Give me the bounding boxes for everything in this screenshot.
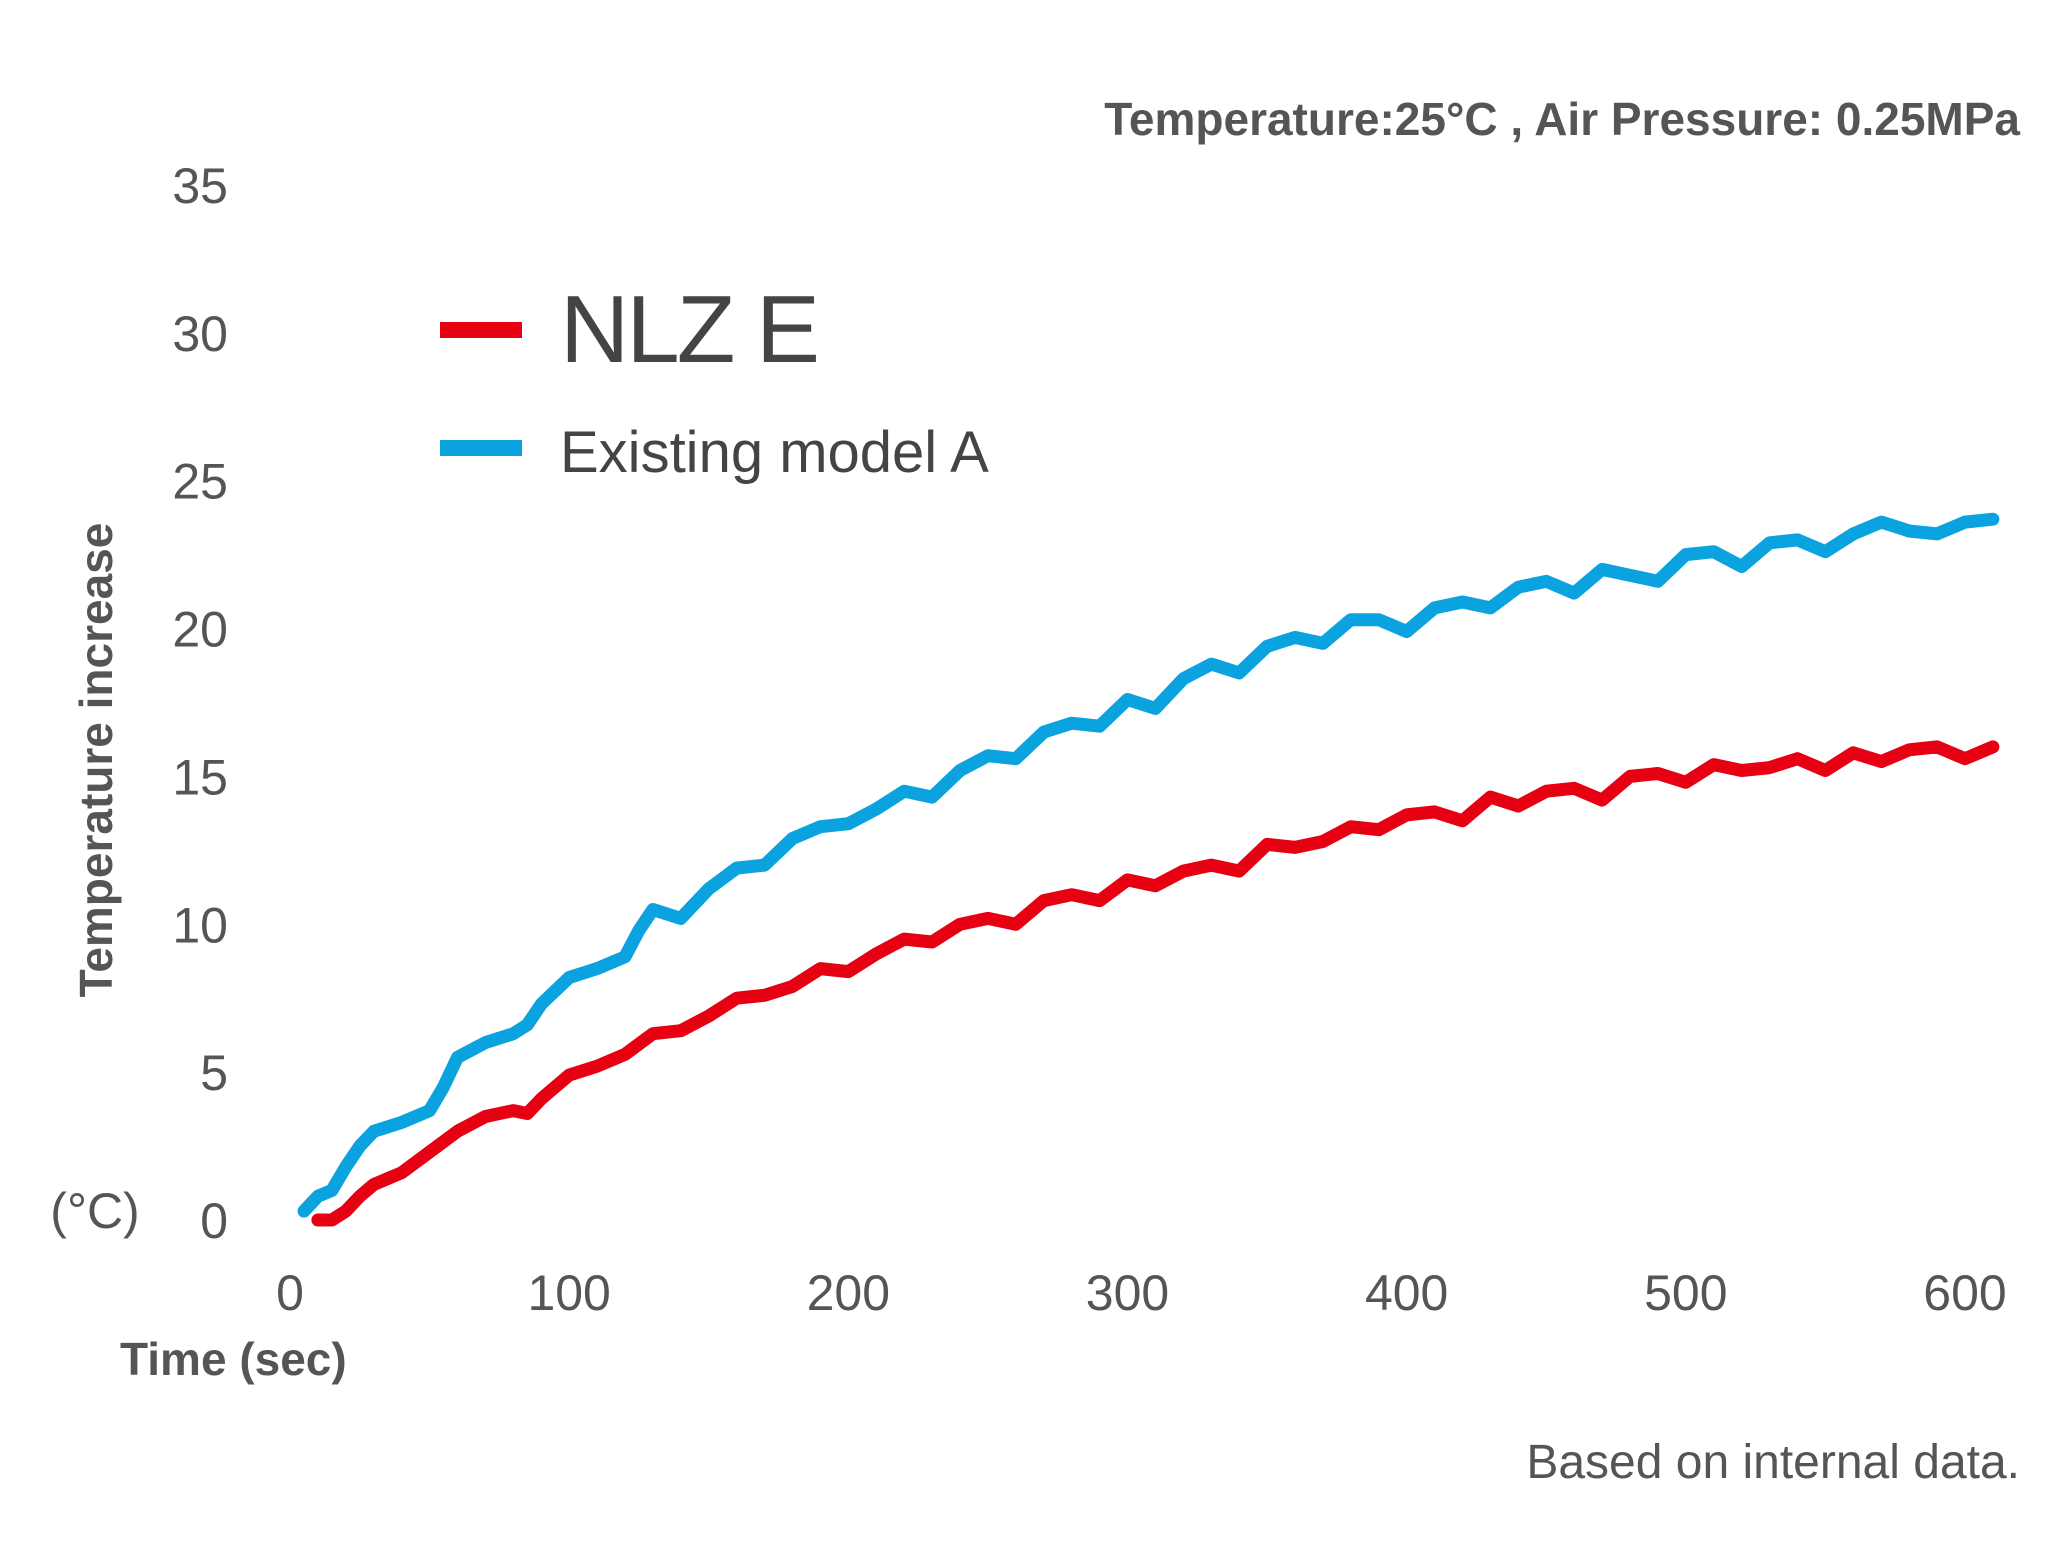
legend: NLZ E Existing model A xyxy=(440,276,989,485)
x-tick-label: 500 xyxy=(1644,1265,1727,1321)
x-tick-label: 100 xyxy=(527,1265,610,1321)
x-tick-label: 0 xyxy=(276,1265,304,1321)
x-axis-ticks: 0 100 200 300 400 500 600 xyxy=(276,1265,2007,1321)
legend-label-nlz-e: NLZ E xyxy=(560,276,817,383)
series-line-existing-model-a xyxy=(297,512,2000,1218)
series-lines xyxy=(297,512,2000,1227)
x-tick-label: 600 xyxy=(1923,1265,2006,1321)
x-tick-label: 300 xyxy=(1086,1265,1169,1321)
y-tick-label: 35 xyxy=(172,158,228,214)
x-tick-label: 200 xyxy=(807,1265,890,1321)
series-line-nlz-e xyxy=(311,740,2000,1227)
y-tick-label: 15 xyxy=(172,749,228,805)
legend-swatch-existing-model-a xyxy=(440,440,522,456)
legend-swatch-nlz-e xyxy=(440,322,522,338)
y-tick-label: 30 xyxy=(172,306,228,362)
x-axis-title: Time (sec) xyxy=(120,1333,347,1385)
y-axis-ticks: 0 5 10 15 20 25 30 35 xyxy=(172,158,228,1249)
test-conditions-label: Temperature:25°C , Air Pressure: 0.25MPa xyxy=(1104,93,2020,145)
y-axis-title: Temperature increase xyxy=(70,523,122,998)
y-axis-unit-label: (°C) xyxy=(50,1183,139,1239)
legend-label-existing-model-a: Existing model A xyxy=(560,420,989,485)
y-tick-label: 5 xyxy=(200,1045,228,1101)
footnote-text: Based on internal data. xyxy=(1526,1436,2020,1489)
y-tick-label: 0 xyxy=(200,1193,228,1249)
x-tick-label: 400 xyxy=(1365,1265,1448,1321)
y-tick-label: 20 xyxy=(172,602,228,658)
y-tick-label: 25 xyxy=(172,454,228,510)
y-tick-label: 10 xyxy=(172,897,228,953)
